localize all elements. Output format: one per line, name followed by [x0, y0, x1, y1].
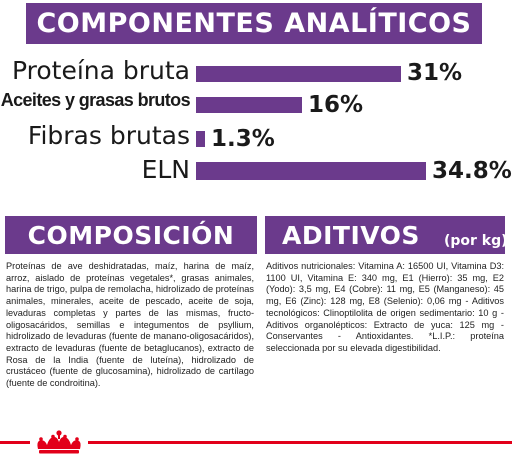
bar-fiber: [196, 131, 205, 147]
additives-text: Aditivos nutricionales: Vitamina A: 1650…: [266, 261, 504, 353]
value-fats: 16%: [308, 92, 364, 118]
additives-title: ADITIVOS: [282, 220, 420, 250]
bar-fats: [196, 97, 302, 113]
composition-text: Proteínas de ave deshidratadas, maíz, ha…: [6, 261, 254, 389]
row-label-fiber: Fibras brutas: [27, 121, 190, 150]
additives-unit: (por kg): [443, 233, 505, 249]
value-protein: 31%: [407, 60, 463, 86]
additives-banner: ADITIVOS (por kg): [265, 216, 505, 254]
brand-red-line: [0, 441, 512, 444]
bar-eln: [196, 162, 426, 180]
composition-title: COMPOSICIÓN: [27, 220, 235, 250]
royal-canin-crown-icon: [30, 428, 88, 460]
bar-protein: [196, 66, 401, 82]
analytic-components-banner: COMPONENTES ANALÍTICOS: [26, 3, 482, 44]
analytic-components-title: COMPONENTES ANALÍTICOS: [36, 8, 472, 39]
composition-banner: COMPOSICIÓN: [5, 216, 257, 254]
row-label-eln: ELN: [141, 155, 190, 184]
value-fiber: 1.3%: [211, 126, 275, 152]
row-label-fats: Aceites y grasas brutos: [0, 90, 191, 110]
value-eln: 34.8%: [432, 158, 512, 184]
row-label-protein: Proteína bruta: [11, 56, 190, 85]
